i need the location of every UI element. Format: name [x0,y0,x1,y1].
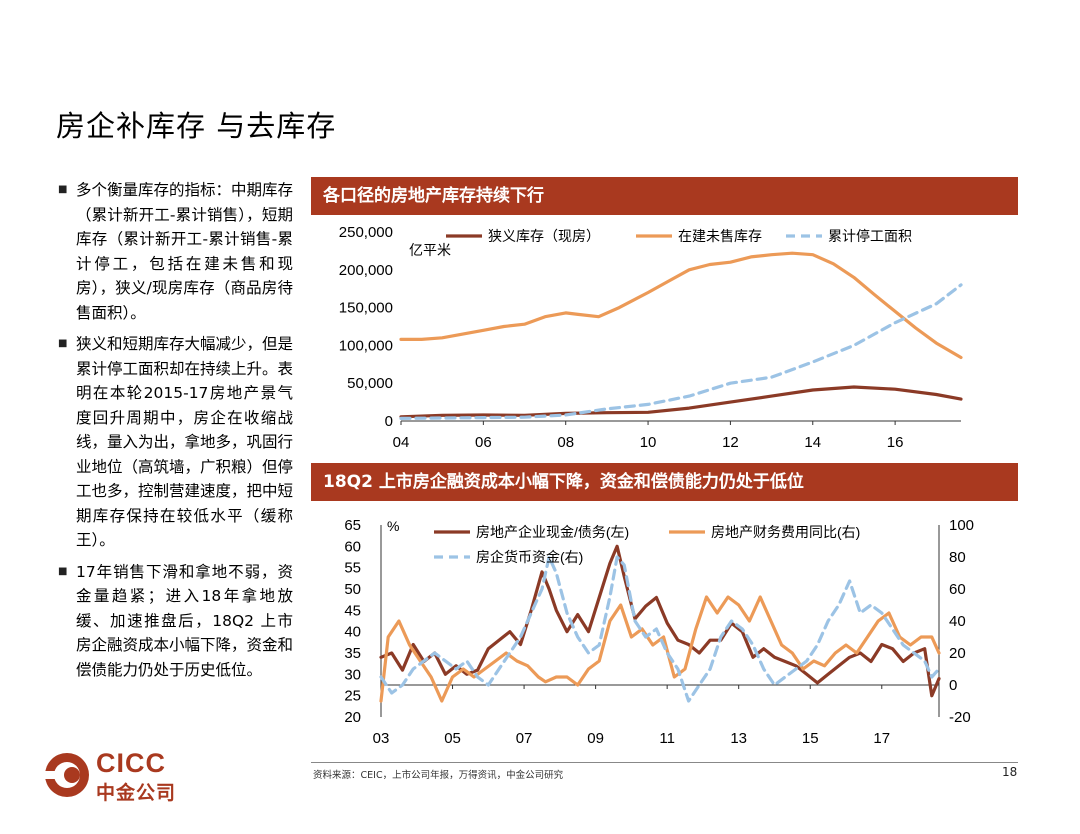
cicc-logo-icon [45,753,89,797]
x-tick-label: 12 [722,434,739,451]
bullet-text: 17年销售下滑和拿地不弱，资金量趋紧；进入18年拿地放缓、加速推盘后，18Q2 … [76,562,294,679]
logo-text-en: CICC [96,748,166,778]
legend-label: 房地产企业现金/债务(左) [476,524,629,540]
y-tick-label: 50,000 [347,375,393,392]
legend-label: 在建未售库存 [678,228,762,244]
x-tick-label: 05 [444,730,461,747]
left-y-tick-label: 35 [344,645,361,662]
x-tick-label: 16 [887,434,904,451]
left-y-tick-label: 45 [344,602,361,619]
page-number: 18 [1002,765,1018,779]
x-tick-label: 14 [804,434,821,451]
chart2-title-bar: 18Q2 上市房企融资成本小幅下降，资金和偿债能力仍处于低位 [311,463,1018,501]
legend-label: 累计停工面积 [828,228,912,244]
left-y-tick-label: 25 [344,688,361,705]
x-tick-label: 04 [393,434,410,451]
left-y-axis-label: % [387,518,399,534]
legend-label: 房企货币资金(右) [476,549,583,565]
x-tick-label: 17 [873,730,890,747]
bullet-marker: ■ [58,338,68,349]
left-y-tick-label: 65 [344,517,361,534]
financing-cost-line-chart: 20 25 30 35 40 45 50 55 60 65 -20 0 20 40 60 80 100 03 05 0… [344,517,974,747]
y-tick-label: 0 [385,413,393,430]
y-tick-label: 100,000 [339,337,393,354]
left-y-tick-label: 55 [344,560,361,577]
bullet-item: ■ 多个衡量库存的指标：中期库存（累计新开工-累计销售），短期库存（累计新开工-… [58,178,293,325]
x-tick-label: 10 [640,434,657,451]
legend-label: 狭义库存（现房） [488,228,600,244]
left-y-tick-label: 60 [344,538,361,555]
right-y-tick-label: 0 [949,677,957,694]
x-tick-label: 03 [373,730,390,747]
x-tick-label: 08 [557,434,574,451]
left-y-tick-label: 20 [344,709,361,726]
right-y-tick-label: 80 [949,549,966,566]
chart1-title-bar: 各口径的房地产库存持续下行 [311,177,1018,215]
right-y-tick-label: 20 [949,645,966,662]
series-line-dark [379,544,941,698]
bullet-text: 狭义和短期库存大幅减少，但是累计停工面积却在持续上升。表明在本轮2015-17房… [76,335,294,549]
right-y-tick-label: 60 [949,581,966,598]
series-line-blue [379,555,941,703]
left-y-tick-label: 30 [344,666,361,683]
x-tick-label: 13 [730,730,747,747]
x-tick-label: 06 [475,434,492,451]
y-tick-label: 250,000 [339,224,393,241]
x-tick-label: 15 [802,730,819,747]
y-tick-label: 200,000 [339,262,393,279]
left-y-tick-label: 40 [344,624,361,641]
bullet-marker: ■ [58,565,68,577]
x-tick-label: 09 [587,730,604,747]
bullet-item: ■ 狭义和短期库存大幅减少，但是累计停工面积却在持续上升。表明在本轮2015-1… [58,332,293,553]
y-axis-label: 亿平米 [409,242,451,258]
series-line-orange [379,595,941,703]
x-tick-label: 11 [659,730,675,747]
series-line-dark [399,385,963,419]
cicc-logo: CICC 中金公司 [42,748,202,804]
bullet-item: ■ 17年销售下滑和拿地不弱，资金量趋紧；进入18年拿地放缓、加速推盘后，18Q… [58,560,293,683]
series-line-blue [399,283,963,420]
y-tick-label: 150,000 [339,300,393,317]
right-y-tick-label: 40 [949,613,966,630]
bullet-marker: ■ [58,184,68,195]
logo-text-cn: 中金公司 [96,782,177,804]
right-y-tick-label: 100 [949,517,974,534]
bullet-list: ■ 多个衡量库存的指标：中期库存（累计新开工-累计销售），短期库存（累计新开工-… [58,178,293,689]
series-line-orange [399,251,963,360]
left-y-tick-label: 50 [344,581,361,598]
inventory-line-chart: 0 50,000 100,000 150,000 200,000 250,000 04 06 0… [339,224,963,451]
legend-label: 房地产财务费用同比(右) [711,524,860,540]
x-tick-label: 07 [516,730,533,747]
footer-divider [311,762,1018,763]
right-y-tick-label: -20 [949,709,971,726]
source-note: 资料来源：CEIC，上市公司年报，万得资讯，中金公司研究 [313,770,564,781]
page-title: 房企补库存 与去库存 [56,109,337,143]
bullet-text: 多个衡量库存的指标：中期库存（累计新开工-累计销售），短期库存（累计新开工-累计… [76,181,294,322]
